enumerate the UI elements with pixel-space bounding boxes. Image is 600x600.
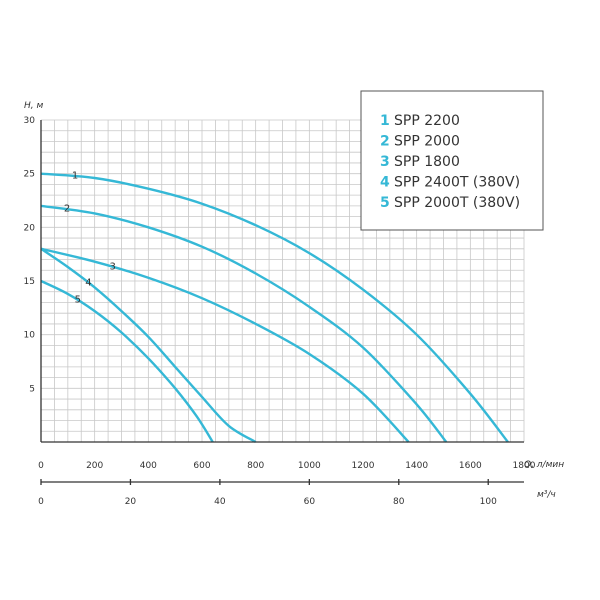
legend-entry: SPP 2400T (380V) [394, 175, 520, 191]
x-tick-label: 800 [247, 461, 264, 471]
x2-tick-label: 20 [125, 497, 137, 507]
curve-1 [40, 172, 509, 443]
legend-box [360, 90, 544, 231]
x2-tick-label: 40 [214, 497, 226, 507]
y-tick-label: 20 [24, 223, 36, 233]
x2-axis-label: м³/ч [537, 490, 556, 500]
x-tick-label: 1200 [352, 461, 375, 471]
x-axis-label: Q, л/мин [524, 460, 564, 470]
x-tick-label: 1000 [298, 461, 321, 471]
y-tick-label: 10 [24, 331, 36, 341]
y-axis-label: H, м [24, 101, 43, 111]
legend-number: 5 [380, 195, 390, 211]
legend-entry: SPP 1800 [394, 154, 460, 170]
legend-entry: SPP 2000 [394, 134, 460, 150]
curve-5 [40, 279, 214, 443]
legend-number: 4 [380, 175, 390, 191]
curve-number-label: 3 [109, 261, 115, 272]
legend-number: 1 [380, 113, 390, 129]
curve-number-label: 4 [85, 277, 91, 288]
legend-entry: SPP 2200 [394, 113, 460, 129]
y-tick-label: 25 [24, 170, 35, 180]
x2-tick-label: 80 [393, 497, 405, 507]
curve-4 [40, 247, 257, 444]
curve-number-label: 1 [72, 170, 78, 181]
y-tick-label: 5 [29, 384, 35, 394]
x-tick-label: 1800 [513, 461, 536, 471]
y-tick-label: 15 [24, 277, 35, 287]
x-tick-label: 400 [140, 461, 157, 471]
legend-entry: SPP 2000T (380V) [394, 195, 520, 211]
x-tick-label: 200 [86, 461, 103, 471]
x-tick-label: 1400 [405, 461, 428, 471]
legend-number: 2 [380, 134, 390, 150]
curve-2 [40, 204, 448, 443]
x-tick-label: 600 [193, 461, 210, 471]
x2-tick-label: 0 [38, 497, 44, 507]
curve-3 [40, 247, 410, 443]
x2-tick-label: 100 [480, 497, 497, 507]
y-tick-label: 30 [24, 116, 36, 126]
curve-number-label: 5 [75, 295, 81, 306]
x-tick-label: 1600 [459, 461, 482, 471]
x-tick-label: 0 [38, 461, 44, 471]
legend-number: 3 [380, 154, 390, 170]
curve-number-label: 2 [64, 204, 70, 215]
x2-tick-label: 60 [304, 497, 316, 507]
